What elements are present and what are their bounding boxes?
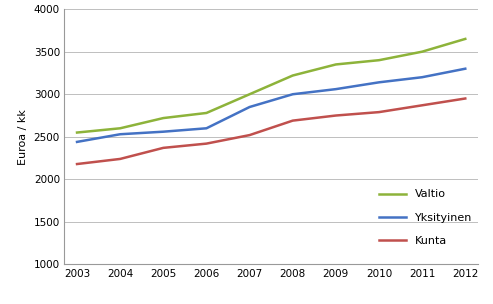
Y-axis label: Euroa / kk: Euroa / kk: [18, 109, 28, 165]
Valtio: [462, 37, 468, 41]
Yksityinen: [246, 105, 252, 109]
Valtio: [290, 74, 296, 77]
Yksityinen: [117, 133, 123, 136]
Valtio: [117, 126, 123, 130]
Line: Kunta: Kunta: [77, 98, 465, 164]
Yksityinen: [74, 140, 80, 144]
Kunta: [160, 146, 166, 150]
Kunta: [290, 119, 296, 123]
Valtio: [419, 50, 425, 54]
Yksityinen: [290, 92, 296, 96]
Kunta: [204, 142, 210, 145]
Kunta: [74, 162, 80, 166]
Yksityinen: [419, 75, 425, 79]
Line: Yksityinen: Yksityinen: [77, 69, 465, 142]
Yksityinen: [204, 126, 210, 130]
Yksityinen: [333, 87, 339, 91]
Yksityinen: [160, 130, 166, 133]
Line: Valtio: Valtio: [77, 39, 465, 133]
Valtio: [160, 116, 166, 120]
Legend: Valtio, Yksityinen, Kunta: Valtio, Yksityinen, Kunta: [379, 189, 473, 246]
Kunta: [333, 114, 339, 117]
Valtio: [376, 58, 382, 62]
Kunta: [246, 133, 252, 137]
Kunta: [117, 157, 123, 161]
Kunta: [376, 110, 382, 114]
Valtio: [74, 131, 80, 134]
Kunta: [419, 103, 425, 107]
Valtio: [204, 111, 210, 115]
Valtio: [333, 63, 339, 66]
Yksityinen: [376, 81, 382, 84]
Kunta: [462, 97, 468, 100]
Yksityinen: [462, 67, 468, 71]
Valtio: [246, 92, 252, 96]
